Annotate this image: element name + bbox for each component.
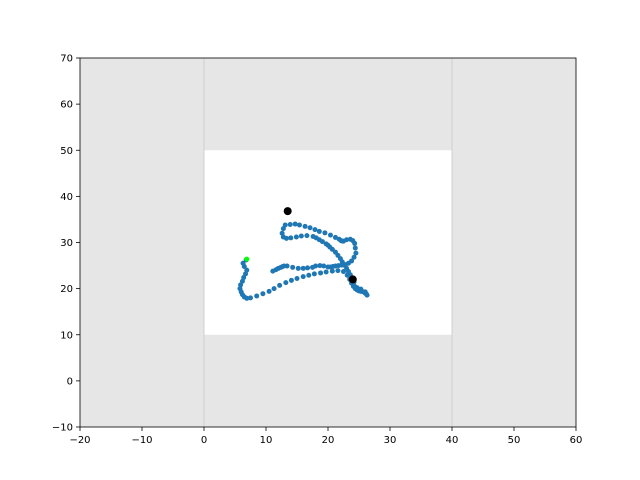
x-tick-label: 40 [446,435,459,446]
data-point [292,221,298,227]
data-point [300,274,306,280]
data-point [310,264,315,270]
data-point [352,240,358,246]
data-point [244,256,250,262]
data-point [254,293,260,299]
data-point [266,288,272,294]
data-point [342,262,348,268]
data-point [282,222,288,228]
data-point [288,235,294,241]
data-point [248,295,253,301]
data-point [288,277,294,283]
data-point [352,245,358,251]
y-tick-label: 60 [60,100,73,111]
x-tick-label: 0 [201,435,207,446]
data-point [306,272,312,278]
y-tick-label: 50 [60,146,73,157]
data-point [353,250,359,256]
y-tick-label: 10 [60,330,73,341]
x-tick-label: 30 [384,435,397,446]
data-point [332,234,338,240]
data-point [277,282,283,288]
data-point [304,233,310,239]
data-point [305,265,311,271]
data-point [294,275,300,281]
data-point [243,271,249,277]
data-point [307,225,313,231]
data-point [329,268,335,274]
data-point [323,269,329,275]
y-tick-label: 70 [60,54,73,65]
data-point [352,283,358,289]
data-point [321,263,327,269]
data-point [302,223,308,229]
data-point [351,254,357,260]
data-point [293,234,299,240]
data-point [323,241,329,247]
data-point [241,263,247,269]
y-tick-label: 30 [60,238,73,249]
x-tick-label: 20 [322,435,335,446]
x-tick-label: 10 [260,435,273,446]
data-point [312,227,318,233]
data-point [298,233,304,239]
data-point [271,286,277,292]
data-point [300,265,306,271]
data-point [270,268,276,274]
vertical-lines-layer [203,58,453,427]
data-point [280,226,286,232]
data-point [362,289,368,295]
data-point [341,269,346,275]
y-tick-label: 40 [60,192,73,203]
data-point [287,222,293,228]
data-point [244,295,250,301]
data-point [348,275,357,284]
data-point [290,264,296,270]
data-point [283,280,289,286]
points-layer [237,207,370,301]
data-point [238,282,244,288]
x-tick-label: −20 [69,435,90,446]
data-point [296,222,302,228]
y-tick-label: 0 [67,376,73,387]
data-point [317,263,323,269]
data-point [311,271,317,277]
x-tick-label: 60 [570,435,583,446]
data-point [316,228,322,234]
data-point [279,230,285,236]
y-tick-label: 20 [60,284,73,295]
data-point [283,207,292,216]
x-tick-label: −10 [131,435,152,446]
data-point [318,270,324,276]
data-point [335,268,341,274]
data-point [325,264,331,270]
x-tick-label: 50 [508,435,521,446]
data-point [260,291,266,297]
data-point [327,232,333,238]
data-point [310,234,316,240]
data-point [295,265,301,271]
data-point [344,237,350,243]
y-tick-label: −10 [52,423,73,434]
data-point [239,278,245,284]
data-point [322,230,328,236]
